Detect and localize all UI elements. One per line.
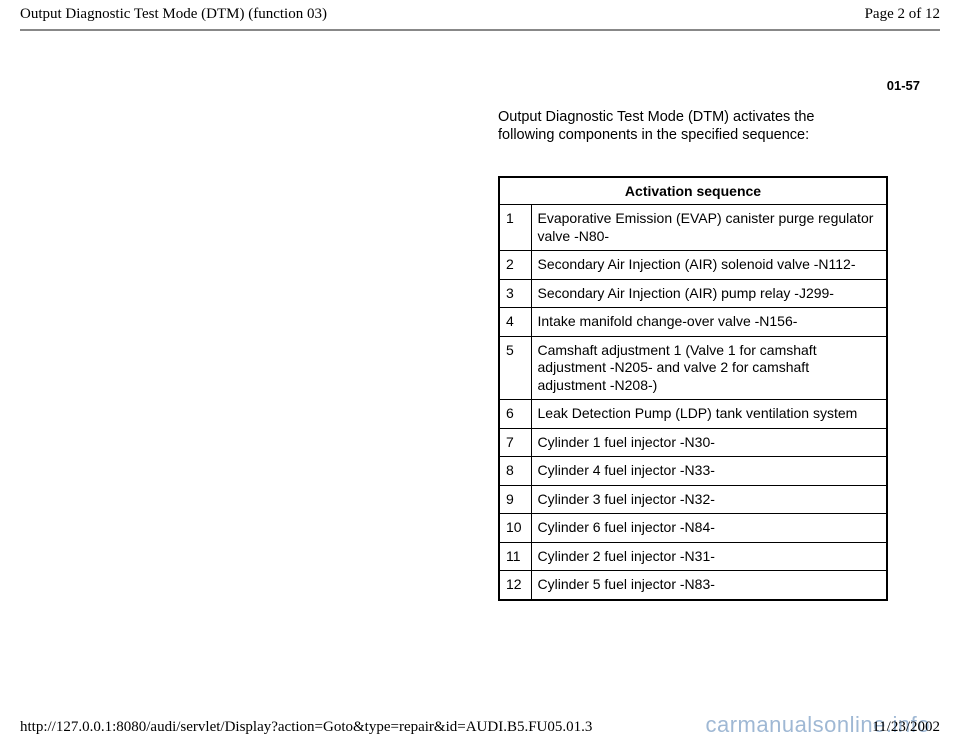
row-number: 1 [499, 205, 531, 251]
row-number: 10 [499, 514, 531, 543]
row-number: 6 [499, 400, 531, 429]
activation-sequence-table: Activation sequence 1Evaporative Emissio… [498, 176, 888, 601]
row-number: 12 [499, 571, 531, 600]
page-header: Output Diagnostic Test Mode (DTM) (funct… [0, 0, 960, 27]
intro-paragraph: Output Diagnostic Test Mode (DTM) activa… [498, 108, 848, 144]
header-rule [20, 29, 940, 31]
table-row: 7Cylinder 1 fuel injector -N30- [499, 428, 887, 457]
table-row: 12Cylinder 5 fuel injector -N83- [499, 571, 887, 600]
row-number: 2 [499, 251, 531, 280]
table-row: 1Evaporative Emission (EVAP) canister pu… [499, 205, 887, 251]
row-desc: Cylinder 3 fuel injector -N32- [531, 485, 887, 514]
row-desc: Evaporative Emission (EVAP) canister pur… [531, 205, 887, 251]
table-row: 9Cylinder 3 fuel injector -N32- [499, 485, 887, 514]
table-row: 3Secondary Air Injection (AIR) pump rela… [499, 279, 887, 308]
row-desc: Cylinder 6 fuel injector -N84- [531, 514, 887, 543]
table-row: 11Cylinder 2 fuel injector -N31- [499, 542, 887, 571]
header-title: Output Diagnostic Test Mode (DTM) (funct… [20, 6, 327, 23]
table-row: 2Secondary Air Injection (AIR) solenoid … [499, 251, 887, 280]
row-number: 7 [499, 428, 531, 457]
table-header: Activation sequence [499, 177, 887, 205]
table-row: 4Intake manifold change-over valve -N156… [499, 308, 887, 337]
row-desc: Secondary Air Injection (AIR) pump relay… [531, 279, 887, 308]
section-number: 01-57 [887, 78, 920, 93]
activation-sequence-table-wrap: Activation sequence 1Evaporative Emissio… [498, 176, 888, 601]
header-page-number: Page 2 of 12 [865, 6, 940, 23]
row-desc: Intake manifold change-over valve -N156- [531, 308, 887, 337]
row-desc: Cylinder 1 fuel injector -N30- [531, 428, 887, 457]
row-number: 9 [499, 485, 531, 514]
table-row: 8Cylinder 4 fuel injector -N33- [499, 457, 887, 486]
table-row: 6Leak Detection Pump (LDP) tank ventilat… [499, 400, 887, 429]
row-desc: Secondary Air Injection (AIR) solenoid v… [531, 251, 887, 280]
row-desc: Cylinder 2 fuel injector -N31- [531, 542, 887, 571]
row-desc: Leak Detection Pump (LDP) tank ventilati… [531, 400, 887, 429]
row-number: 5 [499, 336, 531, 400]
row-number: 4 [499, 308, 531, 337]
row-desc: Camshaft adjustment 1 (Valve 1 for camsh… [531, 336, 887, 400]
row-number: 3 [499, 279, 531, 308]
page-footer: http://127.0.0.1:8080/audi/servlet/Displ… [0, 719, 960, 736]
footer-url: http://127.0.0.1:8080/audi/servlet/Displ… [20, 719, 592, 736]
footer-date: 11/23/2002 [872, 719, 940, 736]
row-number: 11 [499, 542, 531, 571]
row-number: 8 [499, 457, 531, 486]
page: Output Diagnostic Test Mode (DTM) (funct… [0, 0, 960, 742]
table-body: 1Evaporative Emission (EVAP) canister pu… [499, 205, 887, 600]
row-desc: Cylinder 4 fuel injector -N33- [531, 457, 887, 486]
row-desc: Cylinder 5 fuel injector -N83- [531, 571, 887, 600]
table-row: 5Camshaft adjustment 1 (Valve 1 for cams… [499, 336, 887, 400]
table-row: 10Cylinder 6 fuel injector -N84- [499, 514, 887, 543]
